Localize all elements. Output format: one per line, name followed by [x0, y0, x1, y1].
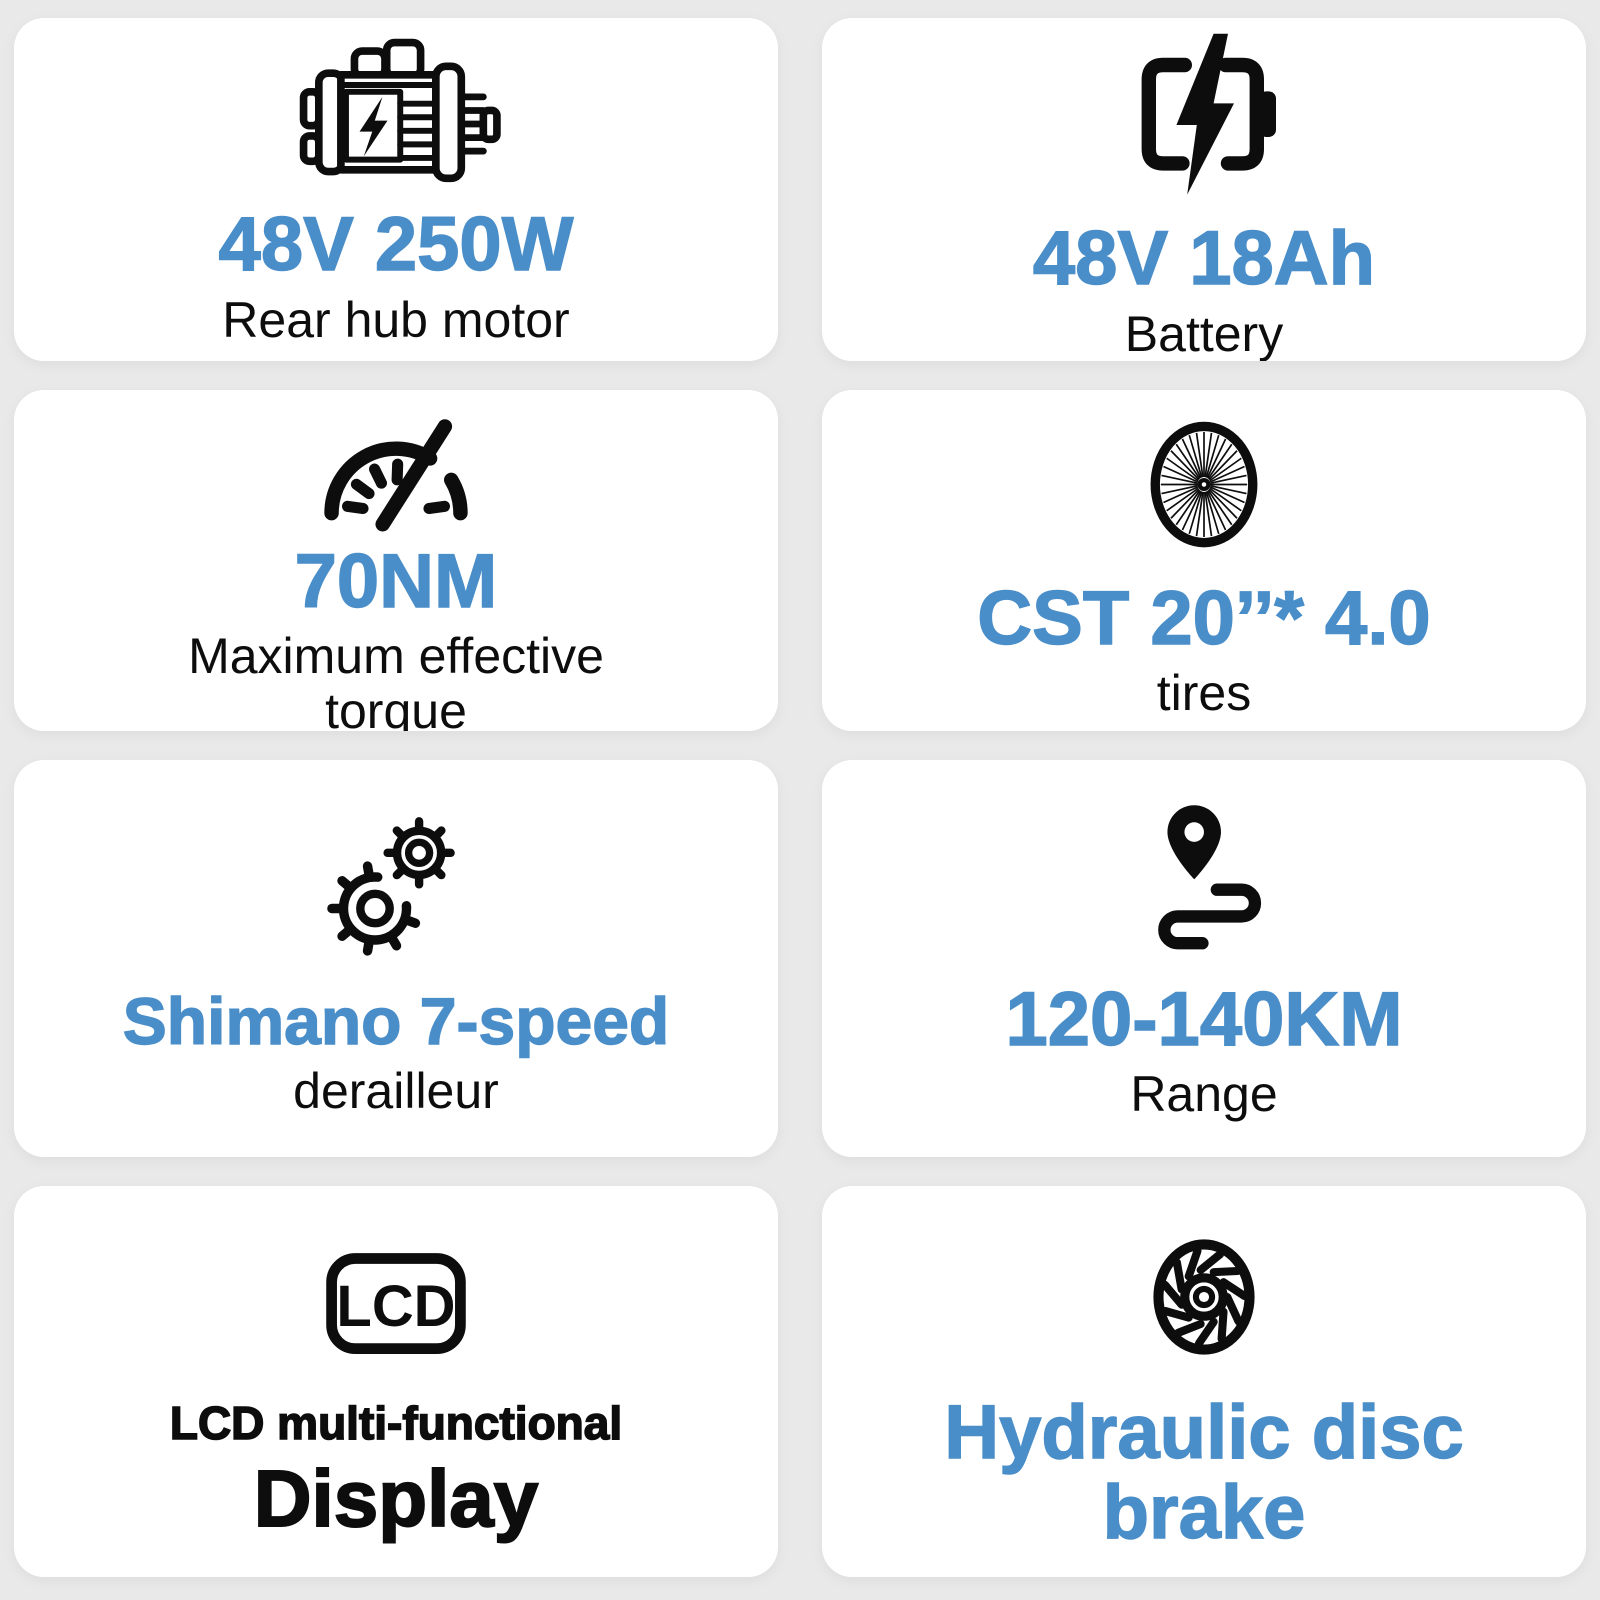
lcd-icon-label: LCD [336, 1275, 455, 1339]
spec-headline: Shimano 7-speed [122, 984, 670, 1059]
electric-motor-icon [290, 31, 502, 195]
spec-headline: CST 20’’* 4.0 [977, 575, 1432, 661]
spec-headline: Hydraulic disc brake [944, 1390, 1465, 1555]
spec-card-motor: 48V 250W Rear hub motor [14, 18, 778, 361]
spec-card-derailleur: Shimano 7-speed derailleur [14, 760, 778, 1157]
lcd-display-icon: LCD [310, 1222, 482, 1383]
spec-card-display: LCD LCD multi-functional Display [14, 1186, 778, 1577]
spec-subtitle: Range [1130, 1066, 1278, 1123]
speedometer-icon [307, 390, 485, 532]
route-pin-icon [1122, 795, 1287, 970]
spec-headline: 48V 18Ah [1032, 216, 1376, 302]
bicycle-wheel-icon [1129, 400, 1279, 569]
spec-subtitle: tires [1156, 665, 1252, 722]
spec-card-tires: CST 20’’* 4.0 tires [822, 390, 1586, 731]
spec-card-brake: Hydraulic disc brake [822, 1186, 1586, 1577]
spec-headline: 48V 250W [218, 202, 574, 288]
spec-subtitle: derailleur [293, 1062, 499, 1119]
spec-headline: 70NM [294, 538, 498, 624]
spec-subtitle: Display [253, 1454, 540, 1544]
hydraulic-disc-brake-icon [1123, 1211, 1285, 1383]
battery-charging-icon [1108, 18, 1300, 209]
spec-card-battery: 48V 18Ah Battery [822, 18, 1586, 361]
spec-card-torque: 70NM Maximum effective torque [14, 390, 778, 731]
spec-headline: LCD multi-functional [169, 1396, 623, 1449]
spec-subtitle: Rear hub motor [222, 291, 570, 348]
spec-subtitle: Battery [1124, 305, 1284, 361]
gears-icon [312, 798, 480, 977]
spec-subtitle: Maximum effective torque [188, 628, 604, 731]
spec-headline: 120-140KM [1005, 976, 1404, 1062]
spec-card-range: 120-140KM Range [822, 760, 1586, 1157]
